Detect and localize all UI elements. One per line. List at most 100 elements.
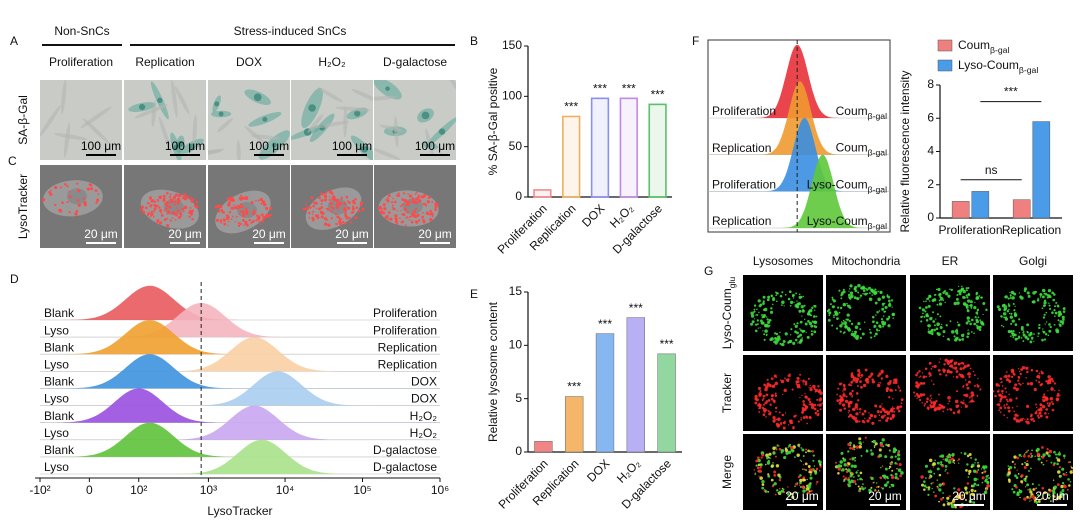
dot xyxy=(780,379,785,384)
dot xyxy=(939,295,942,298)
scale-bar-label: 20 μm xyxy=(418,227,452,241)
dot xyxy=(154,200,157,203)
legend-label: Coumβ-gal xyxy=(958,38,1009,55)
dot xyxy=(975,320,979,324)
dot xyxy=(838,401,842,405)
dot xyxy=(821,402,823,405)
dot xyxy=(827,318,831,322)
dot xyxy=(805,487,810,491)
scale-bar-label: 20 μm xyxy=(1035,489,1069,503)
dot xyxy=(1066,488,1069,491)
dot xyxy=(805,331,807,333)
dot xyxy=(779,294,783,298)
dot xyxy=(147,202,150,205)
dot xyxy=(1044,333,1048,336)
dot xyxy=(977,377,979,380)
dot xyxy=(968,499,972,504)
dot xyxy=(840,469,843,472)
dot xyxy=(801,315,803,317)
dot xyxy=(750,322,754,326)
dot xyxy=(350,211,353,214)
dot xyxy=(1007,297,1010,300)
dot xyxy=(1035,487,1038,490)
dot xyxy=(858,407,862,411)
dot xyxy=(1020,474,1024,477)
dot xyxy=(770,397,774,401)
dot xyxy=(750,311,754,316)
dot xyxy=(1043,400,1046,403)
dot xyxy=(230,206,234,210)
dot xyxy=(977,316,980,319)
dot xyxy=(939,326,943,330)
row-sample-label: Proliferation xyxy=(373,323,437,337)
row-sample-label: Proliferation xyxy=(373,306,437,320)
dot xyxy=(970,488,974,492)
dot xyxy=(974,462,976,464)
row-label: Blank xyxy=(44,443,75,457)
dot xyxy=(942,299,945,302)
dot xyxy=(1019,383,1022,386)
dot xyxy=(1052,479,1055,481)
bar xyxy=(619,97,638,198)
dot xyxy=(858,445,862,449)
dot xyxy=(957,410,961,414)
dot xyxy=(972,370,975,373)
dot xyxy=(965,303,969,307)
dot xyxy=(225,217,229,221)
micrograph xyxy=(910,275,990,351)
dot xyxy=(1030,467,1032,470)
dot xyxy=(842,475,845,478)
dot xyxy=(764,324,767,327)
dot xyxy=(962,362,965,365)
dot xyxy=(802,489,806,493)
dot xyxy=(970,306,973,309)
dot xyxy=(809,473,812,476)
dot xyxy=(775,489,779,492)
dot xyxy=(964,404,968,408)
dot xyxy=(1013,313,1018,317)
image-bg xyxy=(826,434,906,510)
dot xyxy=(953,366,958,370)
dot xyxy=(166,191,169,195)
dot xyxy=(253,209,256,213)
micrograph xyxy=(826,275,906,351)
dot xyxy=(784,293,787,296)
dot xyxy=(864,292,868,296)
dot xyxy=(183,193,186,196)
dot xyxy=(809,387,813,392)
dot xyxy=(807,377,810,380)
dot xyxy=(1008,379,1011,382)
dot xyxy=(929,470,933,474)
dot xyxy=(988,477,990,480)
dot xyxy=(1015,485,1018,489)
dot xyxy=(864,436,867,439)
dot xyxy=(1048,304,1051,307)
dot xyxy=(979,319,982,322)
dot xyxy=(1007,406,1011,410)
dot xyxy=(850,294,854,298)
dot xyxy=(974,301,976,303)
dot xyxy=(874,301,878,305)
dot xyxy=(863,321,866,324)
dot xyxy=(176,214,178,217)
dot xyxy=(771,385,774,388)
dot xyxy=(970,394,974,398)
dot xyxy=(936,406,940,410)
dot xyxy=(1035,379,1038,382)
dot xyxy=(762,302,765,306)
dot xyxy=(893,378,896,381)
dot xyxy=(1033,387,1037,392)
dot xyxy=(1038,484,1040,486)
dot xyxy=(1069,480,1072,483)
dot xyxy=(937,287,941,292)
dot xyxy=(422,202,426,206)
dot xyxy=(978,328,982,332)
dot xyxy=(1025,420,1028,423)
dot xyxy=(864,378,868,382)
micrograph xyxy=(208,80,290,160)
dot xyxy=(1025,486,1027,488)
dot xyxy=(768,452,772,456)
dot xyxy=(157,199,160,202)
dot xyxy=(967,372,971,376)
dot xyxy=(921,308,925,312)
